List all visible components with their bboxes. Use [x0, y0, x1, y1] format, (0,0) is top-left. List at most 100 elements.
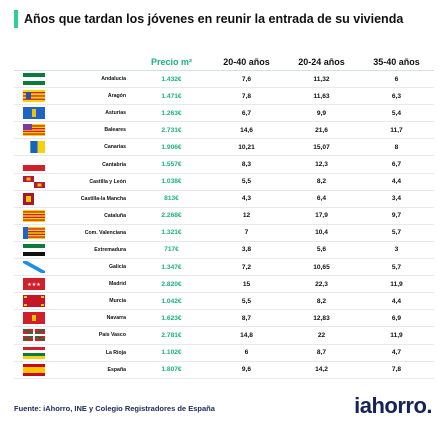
table-row: Galicia 1.347€ 7,2 10,65 5,7 [14, 258, 434, 277]
years-20-40-cell: 7,6 [209, 70, 284, 89]
years-35-40-cell: 5,7 [359, 258, 434, 277]
price-cell: 717€ [134, 241, 209, 260]
price-cell: 1.102€ [134, 344, 209, 362]
pvasco-flag-icon [23, 329, 45, 342]
price-cell: 1.432€ [134, 70, 209, 89]
years-20-40-cell: 14,6 [209, 121, 284, 140]
svg-text:★★★: ★★★ [27, 282, 41, 288]
table-row: Cataluña 2.268€ 12 17,9 9,7 [14, 207, 434, 225]
price-cell: 1.557€ [134, 155, 209, 174]
years-20-40-cell: 7,2 [209, 258, 284, 277]
years-20-40-cell: 10,21 [209, 138, 284, 157]
cyl-flag-icon [23, 175, 45, 188]
flag-cell [14, 87, 54, 106]
table-row: España 1.807€ 9,6 14,2 7,8 [14, 361, 434, 379]
flag-cell [14, 104, 54, 123]
table-row: Cantabria 1.557€ 8,3 12,3 6,7 [14, 155, 434, 174]
valencia-flag-icon [23, 226, 45, 239]
years-35-40-cell: 4,4 [359, 173, 434, 191]
flag-cell [14, 326, 54, 345]
flag-cell [14, 361, 54, 379]
header-price: Precio m² [134, 54, 209, 71]
years-20-40-cell: 7 [209, 224, 284, 242]
price-cell: 1.321€ [134, 224, 209, 242]
clm-flag-icon [23, 192, 45, 205]
region-cell: Extremadura [54, 241, 134, 260]
years-20-40-cell: 5,5 [209, 292, 284, 311]
years-35-40-cell: 6,7 [359, 155, 434, 174]
region-cell: La Rioja [54, 344, 134, 362]
years-35-40-cell: 6 [359, 70, 434, 89]
flag-cell [14, 70, 54, 89]
years-20-24-cell: 21,6 [284, 121, 359, 140]
flag-cell: ★★★ [14, 275, 54, 294]
table-row: Castilla y León 1.038€ 5,5 8,2 4,4 [14, 173, 434, 191]
rioja-flag-icon [23, 346, 45, 359]
table-row: Asturias 1.263€ 6,7 9,9 5,4 [14, 104, 434, 123]
table-row: La Rioja 1.102€ 6 8,7 4,7 [14, 344, 434, 362]
years-20-24-cell: 8,7 [284, 344, 359, 362]
years-20-40-cell: 15 [209, 275, 284, 294]
years-20-40-cell: 6 [209, 344, 284, 362]
andalucia-flag-icon [23, 73, 45, 86]
years-20-24-cell: 22 [284, 326, 359, 345]
data-table: Precio m² 20-40 años 20-24 años 35-40 añ… [14, 54, 434, 379]
years-20-24-cell: 8,2 [284, 173, 359, 191]
years-20-40-cell: 8,7 [209, 309, 284, 328]
espana-flag-icon [23, 363, 45, 376]
murcia-flag-icon [23, 295, 45, 308]
baleares-flag-icon [23, 124, 45, 137]
price-cell: 2.781€ [134, 326, 209, 345]
region-cell: Castilla y León [54, 173, 134, 191]
years-35-40-cell: 8 [359, 138, 434, 157]
years-35-40-cell: 11,9 [359, 326, 434, 345]
price-cell: 1.471€ [134, 87, 209, 106]
table-row: ★★★ Madrid 2.820€ 15 22,3 11,9 [14, 275, 434, 294]
region-cell: Murcia [54, 292, 134, 311]
years-35-40-cell: 5,4 [359, 104, 434, 123]
years-20-24-cell: 11,32 [284, 70, 359, 89]
brand-logo: iahorro. [354, 393, 432, 418]
years-20-40-cell: 4,3 [209, 190, 284, 208]
table-row: Castilla-la Mancha 813€ 4,3 6,4 3,4 [14, 190, 434, 208]
region-cell: Castilla-la Mancha [54, 190, 134, 208]
chart-title: Años que tardan los jóvenes en reunir la… [24, 12, 404, 26]
flag-cell [14, 224, 54, 242]
years-20-24-cell: 6,4 [284, 190, 359, 208]
region-cell: Galicia [54, 258, 134, 277]
years-20-24-cell: 17,9 [284, 207, 359, 225]
flag-cell [14, 155, 54, 174]
region-cell: Canarias [54, 138, 134, 157]
flag-cell [14, 207, 54, 225]
years-20-40-cell: 9,6 [209, 361, 284, 379]
region-cell: Aragón [54, 87, 134, 106]
canarias-flag-icon [23, 141, 45, 154]
region-cell: Asturias [54, 104, 134, 123]
years-20-24-cell: 15,07 [284, 138, 359, 157]
title-block: Años que tardan los jóvenes en reunir la… [14, 10, 403, 28]
years-35-40-cell: 4,4 [359, 292, 434, 311]
flag-cell [14, 138, 54, 157]
table-row: Canarias 1.906€ 10,21 15,07 8 [14, 138, 434, 157]
table-row: Navarra 1.623€ 8,7 12,83 6,9 [14, 309, 434, 328]
price-cell: 1.038€ [134, 173, 209, 191]
source-note: Fuente: iAhorro, INE y Colegio Registrad… [14, 404, 215, 413]
table-header-row: Precio m² 20-40 años 20-24 años 35-40 añ… [14, 54, 434, 71]
flag-cell [14, 309, 54, 328]
table-row: Aragón 1.471€ 7,8 11,63 6,3 [14, 87, 434, 106]
years-20-24-cell: 12,83 [284, 309, 359, 328]
header-region [54, 54, 134, 71]
cataluna-flag-icon [23, 209, 45, 222]
years-20-40-cell: 7,8 [209, 87, 284, 106]
years-35-40-cell: 11,9 [359, 275, 434, 294]
years-35-40-cell: 3,4 [359, 190, 434, 208]
extremadura-flag-icon [23, 243, 45, 256]
header-35-40: 35-40 años [359, 54, 434, 71]
navarra-flag-icon [23, 312, 45, 325]
years-20-24-cell: 10,4 [284, 224, 359, 242]
years-20-40-cell: 14,8 [209, 326, 284, 345]
table-row: Andalucía 1.432€ 7,6 11,32 6 [14, 70, 434, 89]
years-20-40-cell: 12 [209, 207, 284, 225]
years-20-40-cell: 6,7 [209, 104, 284, 123]
years-35-40-cell: 6,3 [359, 87, 434, 106]
